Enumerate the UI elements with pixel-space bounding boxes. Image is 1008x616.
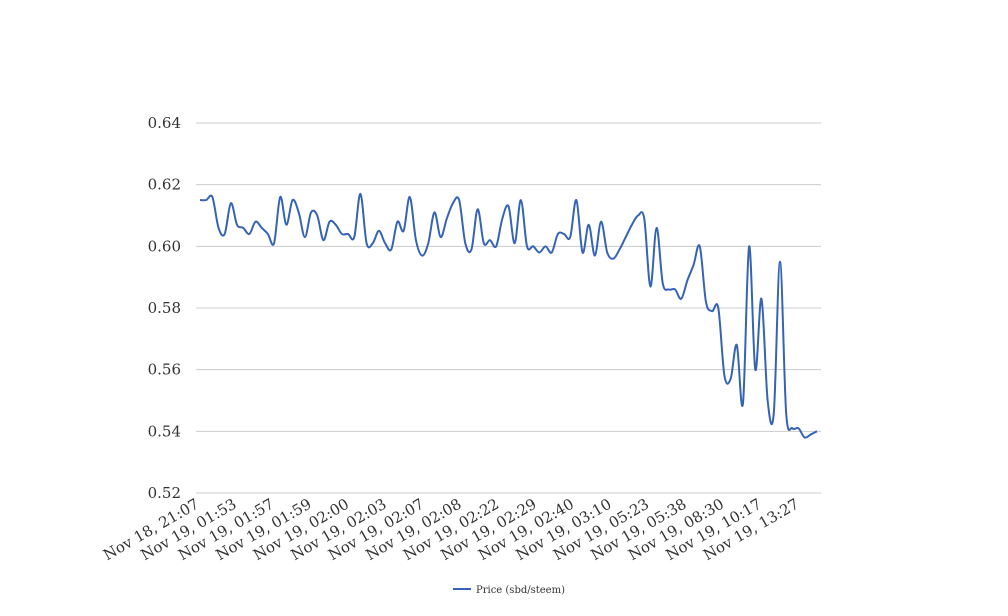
legend-label: Price (sbd/steem) [476, 585, 565, 596]
y-tick-label: 0.60 [148, 237, 181, 255]
y-tick-label: 0.56 [148, 361, 181, 379]
gridlines [196, 122, 821, 494]
legend: Price (sbd/steem) [453, 585, 565, 596]
series-group [199, 192, 818, 439]
y-tick-label: 0.54 [148, 422, 181, 440]
y-axis-ticks: 0.52 0.54 0.56 0.58 0.60 0.62 0.64 [148, 114, 181, 502]
y-tick-label: 0.58 [148, 299, 181, 317]
y-tick-label: 0.64 [148, 114, 181, 132]
y-tick-label: 0.52 [148, 484, 181, 502]
y-tick-label: 0.62 [148, 176, 181, 194]
series-line-price [199, 192, 818, 439]
